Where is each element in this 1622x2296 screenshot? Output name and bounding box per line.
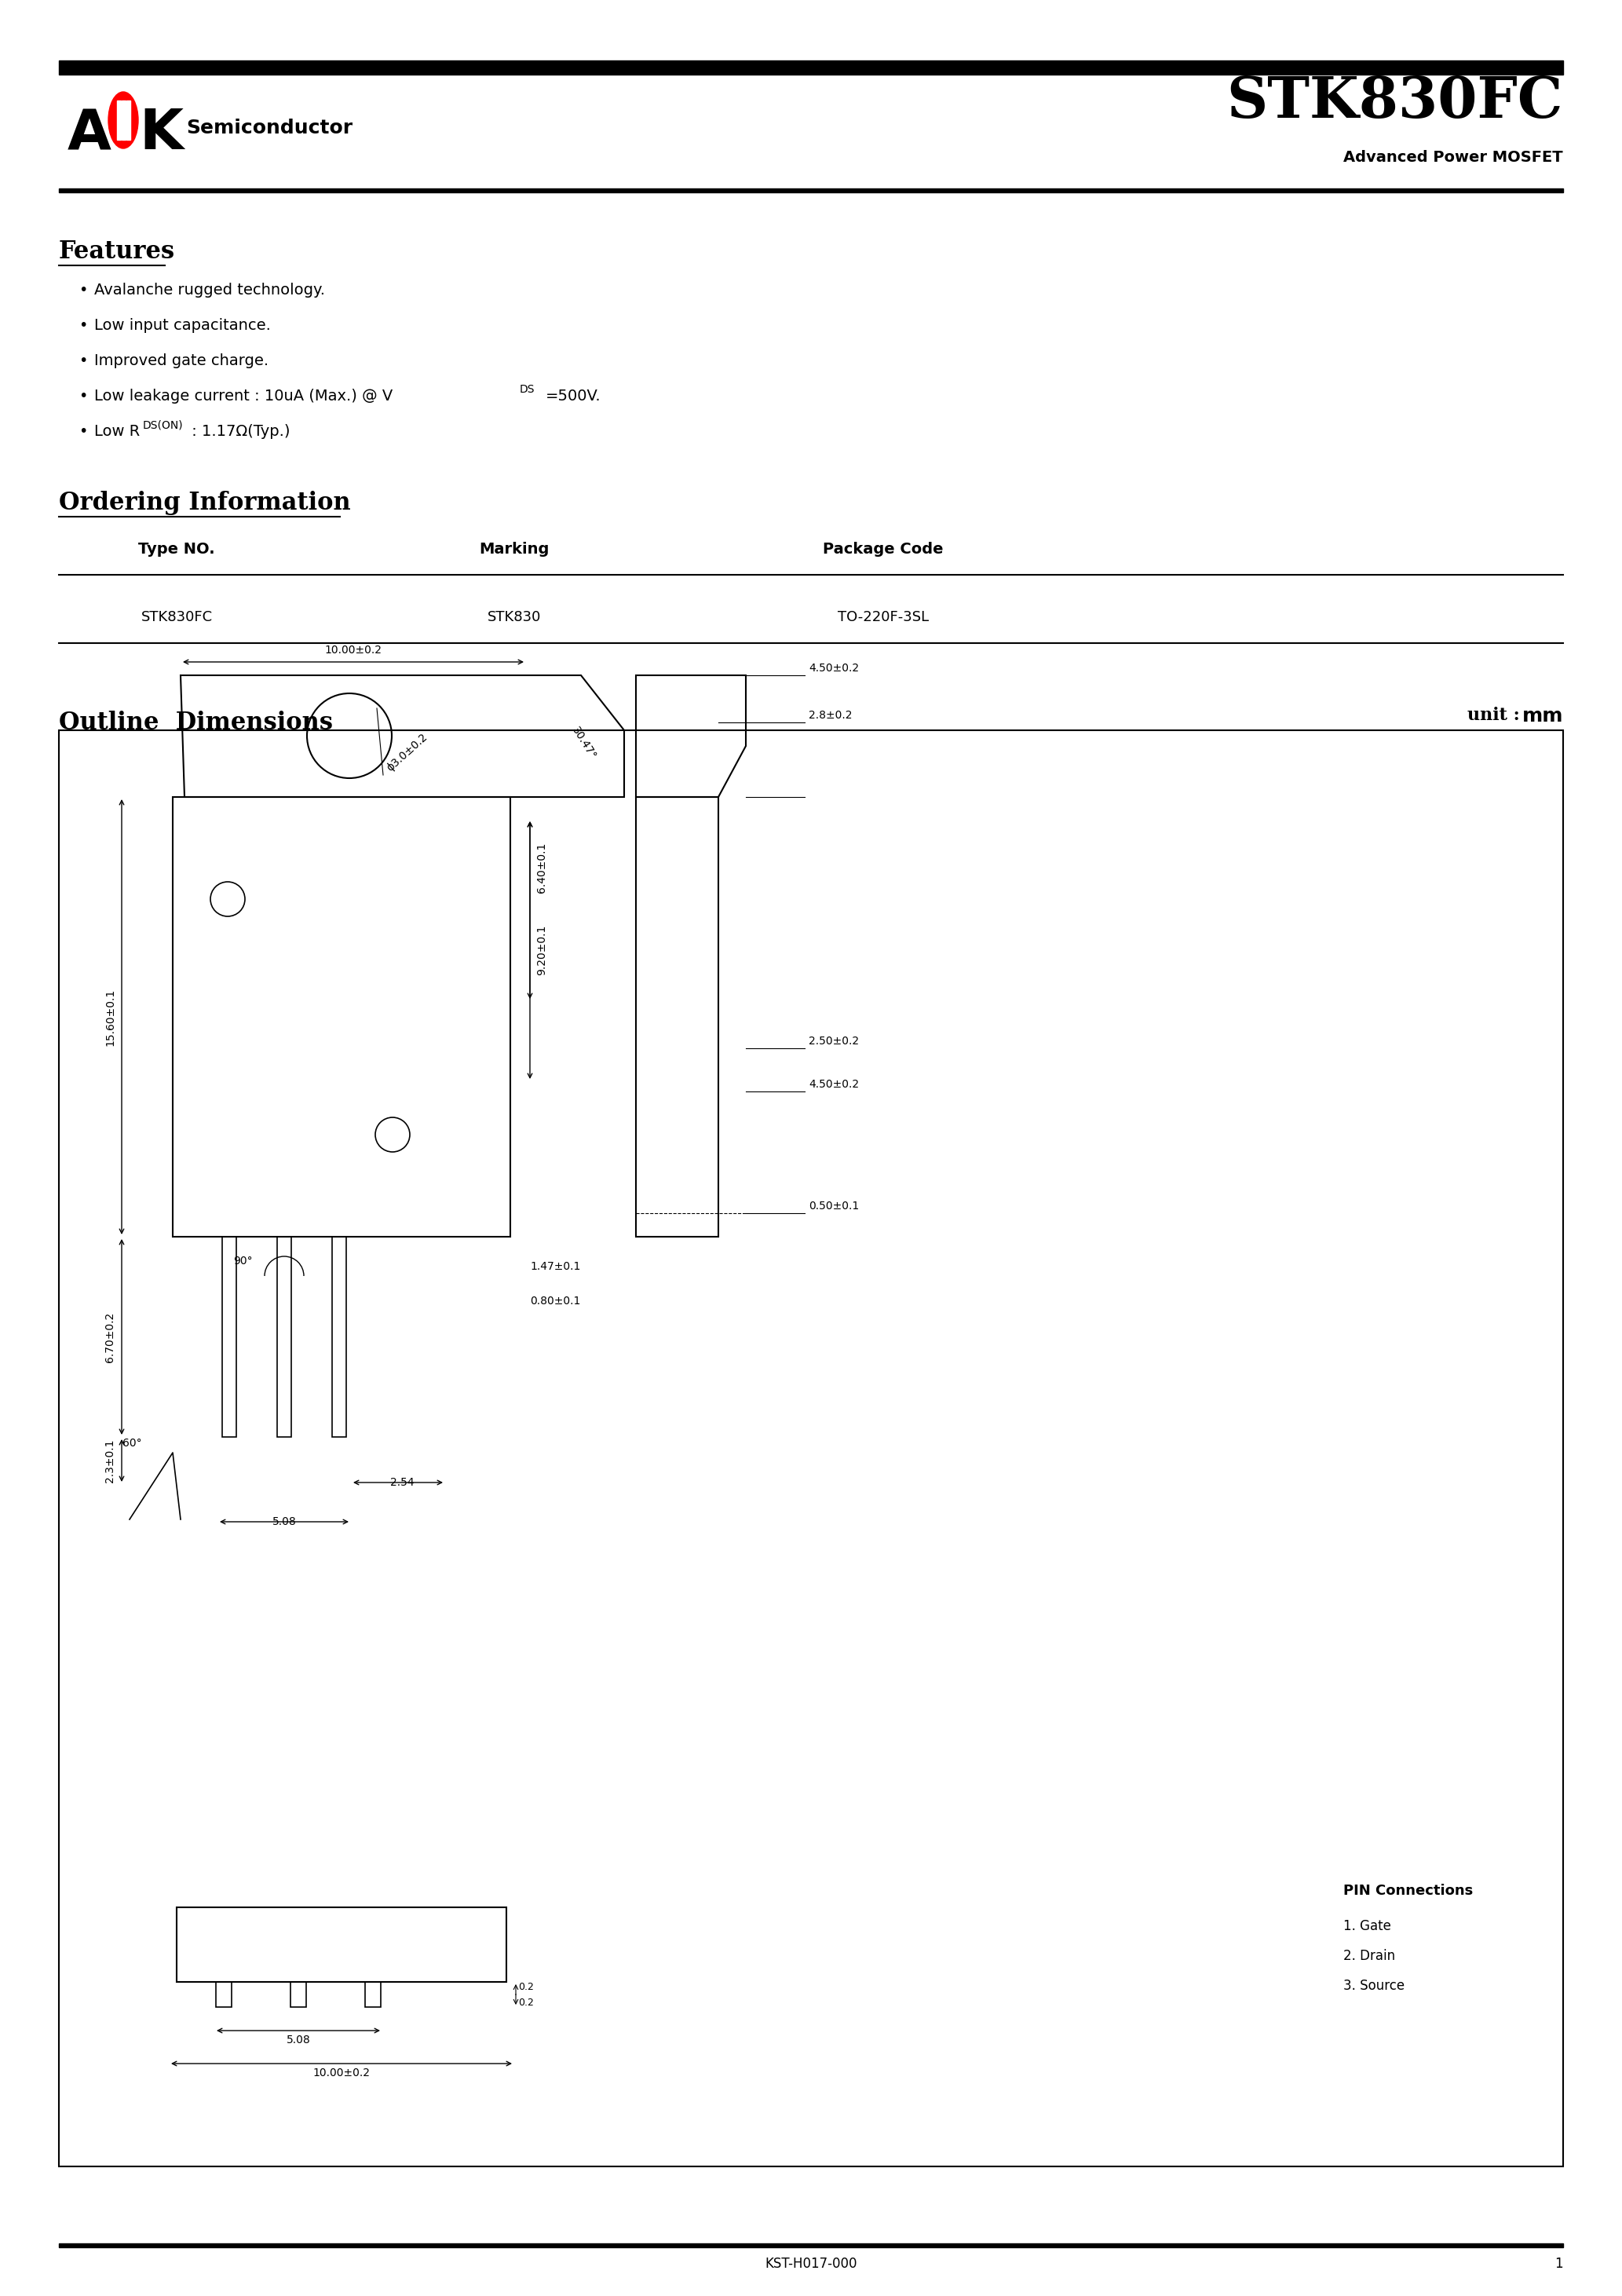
Text: •: • xyxy=(78,354,88,367)
Text: TO-220F-3SL: TO-220F-3SL xyxy=(837,611,929,625)
Text: $\mathbf{A}$: $\mathbf{A}$ xyxy=(67,106,112,161)
Text: •: • xyxy=(78,282,88,298)
Text: Avalanche rugged technology.: Avalanche rugged technology. xyxy=(94,282,324,298)
Bar xyxy=(177,1908,506,1981)
Bar xyxy=(58,730,1564,2167)
Text: 0.80±0.1: 0.80±0.1 xyxy=(530,1295,581,1306)
Text: Outline  Dimensions: Outline Dimensions xyxy=(58,712,333,735)
Text: 2.54: 2.54 xyxy=(389,1476,414,1488)
Text: 2. Drain: 2. Drain xyxy=(1343,1949,1395,1963)
Text: Package Code: Package Code xyxy=(822,542,944,556)
Bar xyxy=(117,101,120,140)
Text: 30.47°: 30.47° xyxy=(569,726,599,762)
Text: mm: mm xyxy=(1521,707,1564,726)
Text: ϕ3.0±0.2: ϕ3.0±0.2 xyxy=(384,732,430,774)
Text: •: • xyxy=(78,388,88,404)
Text: 2.8±0.2: 2.8±0.2 xyxy=(809,709,852,721)
Bar xyxy=(277,1238,292,1437)
Bar xyxy=(58,2243,1564,2248)
Text: Improved gate charge.: Improved gate charge. xyxy=(94,354,269,367)
Text: 5.08: 5.08 xyxy=(272,1515,297,1527)
Text: 2.3±0.1: 2.3±0.1 xyxy=(104,1440,115,1483)
Bar xyxy=(222,1238,237,1437)
Bar xyxy=(365,1981,381,2007)
Text: 90°: 90° xyxy=(234,1256,253,1267)
Text: Type NO.: Type NO. xyxy=(138,542,216,556)
Text: Advanced Power MOSFET: Advanced Power MOSFET xyxy=(1343,149,1564,165)
Text: 4.50±0.2: 4.50±0.2 xyxy=(809,664,860,673)
Text: 6.70±0.2: 6.70±0.2 xyxy=(104,1311,115,1362)
Text: PIN Connections: PIN Connections xyxy=(1343,1883,1473,1899)
Text: 6.40±0.1: 6.40±0.1 xyxy=(537,843,547,893)
Text: 0.50±0.1: 0.50±0.1 xyxy=(809,1201,860,1212)
Text: 9.20±0.1: 9.20±0.1 xyxy=(537,925,547,976)
Text: STK830FC: STK830FC xyxy=(1226,73,1564,129)
Text: Semiconductor: Semiconductor xyxy=(187,119,352,138)
Text: Low R: Low R xyxy=(94,425,139,439)
Bar xyxy=(216,1981,232,2007)
Text: DS(ON): DS(ON) xyxy=(143,420,183,429)
Text: •: • xyxy=(78,319,88,333)
Bar xyxy=(58,188,1564,193)
Text: Ordering Information: Ordering Information xyxy=(58,491,350,514)
Ellipse shape xyxy=(109,92,138,149)
Text: 3. Source: 3. Source xyxy=(1343,1979,1405,1993)
Text: Features: Features xyxy=(58,239,175,264)
Bar xyxy=(122,101,125,140)
Text: DS: DS xyxy=(519,383,535,395)
Text: unit :: unit : xyxy=(1468,707,1520,723)
Text: 1: 1 xyxy=(1555,2257,1564,2271)
Text: 2.50±0.2: 2.50±0.2 xyxy=(809,1035,860,1047)
Bar xyxy=(290,1981,307,2007)
Bar xyxy=(636,797,719,1238)
Text: Low input capacitance.: Low input capacitance. xyxy=(94,319,271,333)
Text: : 1.17Ω(Typ.): : 1.17Ω(Typ.) xyxy=(187,425,290,439)
Text: Marking: Marking xyxy=(478,542,550,556)
Text: Low leakage current : 10uA (Max.) @ V: Low leakage current : 10uA (Max.) @ V xyxy=(94,388,393,404)
Bar xyxy=(58,60,1564,73)
Text: 1.47±0.1: 1.47±0.1 xyxy=(530,1261,581,1272)
Text: $\mathbf{K}$: $\mathbf{K}$ xyxy=(139,106,187,161)
Text: 60°: 60° xyxy=(122,1437,141,1449)
Text: •: • xyxy=(78,425,88,439)
Bar xyxy=(333,1238,345,1437)
Text: STK830: STK830 xyxy=(487,611,542,625)
Bar xyxy=(172,797,511,1238)
Text: 10.00±0.2: 10.00±0.2 xyxy=(324,645,381,657)
Text: 0.2: 0.2 xyxy=(517,1998,534,2007)
Text: 1. Gate: 1. Gate xyxy=(1343,1919,1392,1933)
Text: =500V.: =500V. xyxy=(545,388,602,404)
Text: STK830FC: STK830FC xyxy=(141,611,212,625)
Text: 10.00±0.2: 10.00±0.2 xyxy=(313,2066,370,2078)
Text: 15.60±0.1: 15.60±0.1 xyxy=(104,987,115,1045)
Text: KST-H017-000: KST-H017-000 xyxy=(766,2257,856,2271)
Text: 5.08: 5.08 xyxy=(285,2034,310,2046)
Bar xyxy=(127,101,130,140)
Text: 4.50±0.2: 4.50±0.2 xyxy=(809,1079,860,1091)
Text: 0.2: 0.2 xyxy=(517,1981,534,1991)
